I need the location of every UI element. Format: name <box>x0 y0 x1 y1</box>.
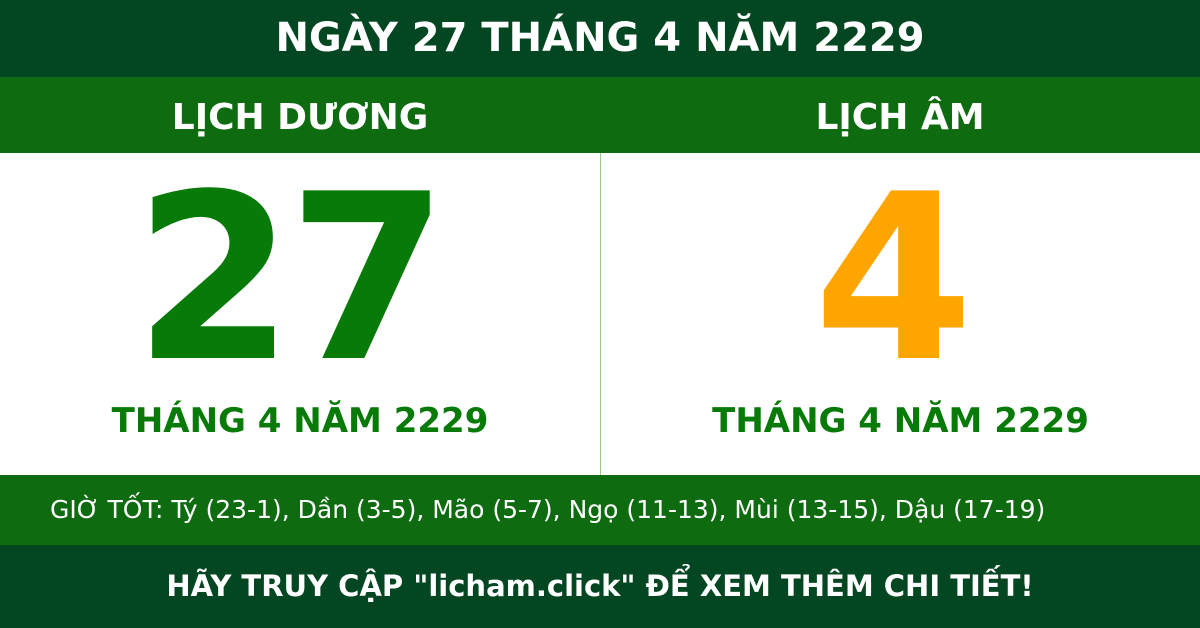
solar-calendar-header: LỊCH DƯƠNG <box>0 77 600 153</box>
lunar-month-year: THÁNG 4 NĂM 2229 <box>712 401 1089 441</box>
lunar-day: 4 <box>813 146 973 413</box>
page-title: NGÀY 27 THÁNG 4 NĂM 2229 <box>0 0 1200 77</box>
solar-day: 27 <box>133 146 448 413</box>
lunar-panel: 4 THÁNG 4 NĂM 2229 <box>601 153 1200 475</box>
footer-cta: HÃY TRUY CẬP "licham.click" ĐỂ XEM THÊM … <box>0 545 1200 628</box>
lunar-calendar-header: LỊCH ÂM <box>600 77 1200 153</box>
solar-panel: 27 THÁNG 4 NĂM 2229 <box>0 153 600 475</box>
solar-month-year: THÁNG 4 NĂM 2229 <box>111 401 489 441</box>
good-hours: GIỜ TỐT: Tý (23-1), Dần (3-5), Mão (5-7)… <box>0 475 1200 545</box>
divider <box>600 153 601 475</box>
